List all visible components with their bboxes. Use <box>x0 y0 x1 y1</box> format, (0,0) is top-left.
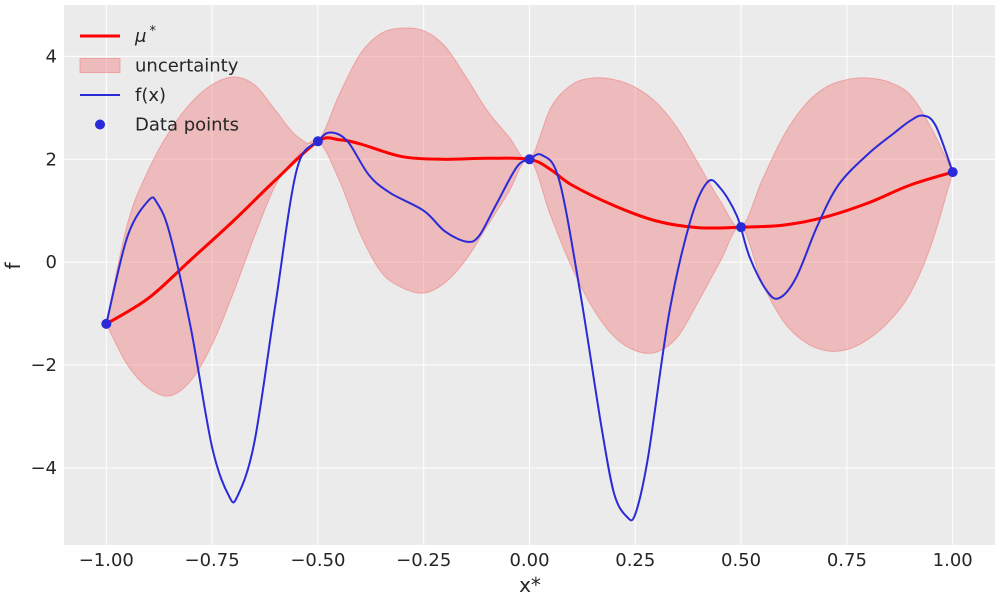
x-tick-label: 0.75 <box>827 550 867 571</box>
y-tick-label: 2 <box>46 149 57 170</box>
grid-lines <box>64 5 995 545</box>
x-tick-label: 1.00 <box>933 550 973 571</box>
data-point <box>312 136 323 147</box>
x-tick-label: −0.50 <box>290 550 345 571</box>
x-tick-label: 0.25 <box>615 550 655 571</box>
data-points <box>101 136 958 329</box>
y-tick-label: −4 <box>30 458 57 479</box>
x-tick-label: −0.75 <box>185 550 240 571</box>
x-tick-label: −1.00 <box>79 550 134 571</box>
y-tick-label: 0 <box>46 252 57 273</box>
x-tick-label: 0.50 <box>721 550 761 571</box>
legend-item: μ * <box>80 24 156 47</box>
x-tick-label: 0.00 <box>509 550 549 571</box>
y-tick-label: −2 <box>30 355 57 376</box>
legend: μ * uncertainty f(x) Data points <box>79 24 239 136</box>
x-tick-labels: −1.00 −0.75 −0.50 −0.25 0.00 0.25 0.50 0.75 1.00 <box>79 550 973 571</box>
y-tick-label: 4 <box>46 46 57 67</box>
x-axis-label: x* <box>519 573 541 597</box>
legend-item: uncertainty <box>79 56 239 77</box>
data-point <box>101 318 112 329</box>
legend-label: f(x) <box>135 85 166 106</box>
legend-swatch <box>95 119 105 130</box>
data-point <box>736 222 747 233</box>
y-tick-labels: −4 −2 0 2 4 <box>30 46 57 478</box>
legend-label: Data points <box>135 115 239 136</box>
y-axis-label: f <box>1 262 25 270</box>
legend-label: uncertainty <box>135 56 239 77</box>
legend-label: μ * <box>134 24 156 47</box>
legend-item: f(x) <box>80 85 166 106</box>
legend-swatch <box>79 58 121 73</box>
f-x-line <box>105 114 954 522</box>
legend-item: Data points <box>95 115 239 136</box>
data-point <box>947 167 958 178</box>
data-point <box>524 154 535 165</box>
x-tick-label: −0.25 <box>396 550 451 571</box>
